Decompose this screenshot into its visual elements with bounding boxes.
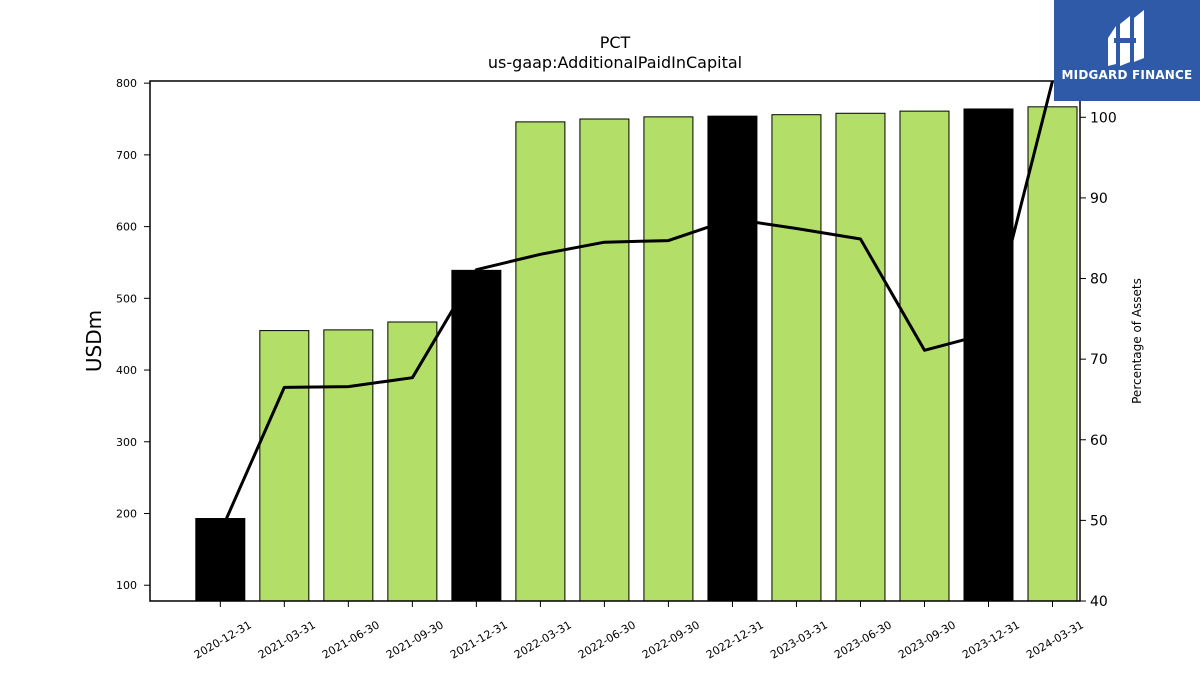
bars-layer: [195, 106, 1078, 602]
x-tick-label: 2023-09-30: [896, 618, 958, 661]
bar: [643, 116, 694, 602]
bar: [899, 110, 950, 602]
x-tick-label: 2023-03-31: [768, 618, 830, 661]
x-tick-label: 2020-12-31: [192, 618, 254, 661]
chart-title: PCT: [600, 33, 631, 52]
y2-tick-label: 50: [1090, 513, 1108, 529]
bar: [387, 321, 438, 602]
x-tick-label: 2022-03-31: [512, 618, 574, 661]
x-tick-label: 2022-12-31: [704, 618, 766, 661]
x-tick-label: 2022-09-30: [640, 618, 702, 661]
y2-tick-label: 40: [1090, 594, 1108, 610]
brand-logo: MIDGARD FINANCE: [1054, 0, 1200, 101]
y-axis-label: USDm: [82, 310, 106, 372]
x-tick-label: 2021-03-31: [256, 618, 318, 661]
bar: [579, 118, 630, 602]
logo-mark-icon: [1108, 10, 1144, 66]
x-tick-label: 2023-06-30: [832, 618, 894, 661]
chart-subtitle: us-gaap:AdditionalPaidInCapital: [488, 53, 742, 72]
y2-tick-label: 80: [1090, 272, 1108, 288]
x-tick-label: 2022-06-30: [576, 618, 638, 661]
plot-frame: [149, 80, 1081, 602]
y2-tick-label: 90: [1090, 191, 1108, 207]
y-tick-label: 700: [116, 149, 137, 162]
y-tick-label: 600: [116, 221, 137, 234]
y-tick-label: 500: [116, 292, 137, 305]
y-tick-label: 100: [116, 579, 137, 592]
y2-tick-label: 100: [1090, 110, 1117, 126]
logo-text: MIDGARD FINANCE: [1061, 68, 1193, 82]
y2-axis-label: Percentage of Assets: [1130, 278, 1144, 404]
bar: [515, 121, 566, 602]
bar: [259, 330, 310, 602]
x-tick-label: 2021-06-30: [320, 618, 382, 661]
y2-tick-label: 60: [1090, 433, 1108, 449]
x-tick-label: 2021-09-30: [384, 618, 446, 661]
x-tick-label: 2023-12-31: [960, 618, 1022, 661]
bar: [707, 115, 758, 602]
bar: [1027, 106, 1078, 602]
y-tick-label: 200: [116, 507, 137, 520]
bar: [963, 108, 1014, 602]
bar: [451, 269, 502, 602]
x-tick-label: 2021-12-31: [448, 618, 510, 661]
x-tick-label: 2024-03-31: [1024, 618, 1086, 661]
series-line: [218, 81, 1054, 534]
y2-tick-label: 70: [1090, 352, 1108, 368]
line-layer: [218, 81, 1054, 534]
y-tick-label: 400: [116, 364, 137, 377]
bar: [771, 114, 822, 602]
bar: [323, 329, 374, 602]
y-tick-label: 300: [116, 436, 137, 449]
bar: [835, 112, 886, 602]
y-tick-label: 800: [116, 77, 137, 90]
